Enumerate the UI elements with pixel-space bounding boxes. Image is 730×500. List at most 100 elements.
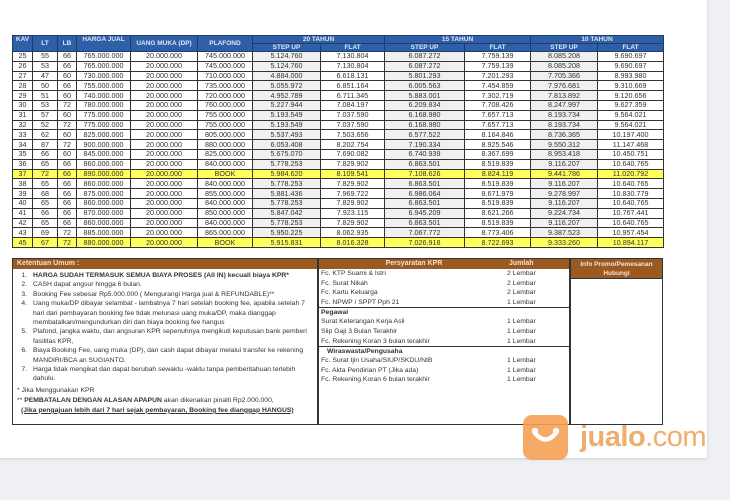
kpr-pegawai-list: Surat Keterangan Kerja Asli 1 Lembar Slip … [319, 317, 569, 346]
cell-15y-flat: 8.519.839 [464, 217, 531, 229]
cell-uang-muka: 20.000.000 [130, 99, 198, 111]
cell-plafond: BOOK [197, 168, 253, 180]
cell-20y-step-up: 5.984.620 [252, 168, 321, 180]
header-harga-jual: HARGA JUAL [76, 35, 131, 52]
kpr-qty-title: Jumlah [509, 260, 534, 267]
cell-harga-jual: 860.000.000 [76, 178, 131, 190]
cell-plafond: 755.000.000 [197, 119, 253, 131]
cell-harga-jual: 875.000.000 [76, 188, 131, 199]
cell-harga-jual: 885.000.000 [76, 227, 131, 239]
cell-uang-muka: 20.000.000 [130, 168, 198, 180]
cell-15y-step-up: 6.087.272 [384, 51, 465, 62]
cell-10y-flat: 10.767.441 [597, 207, 664, 219]
cell-20y-flat: 7.923.115 [320, 207, 385, 219]
cell-20y-step-up: 5.537.493 [252, 129, 321, 141]
kpr-item: Fc. KTP Suami & Istri 2 Lembar [319, 269, 569, 279]
cell-kav: 36 [12, 158, 33, 170]
cell-10y-flat: 11.020.792 [597, 168, 664, 180]
terms-box: Ketentuan Umum : 1. HARGA SUDAH TERMASUK … [12, 258, 318, 425]
cell-kav: 37 [12, 168, 33, 180]
note-marker: ** [17, 396, 25, 404]
cell-15y-step-up: 6.005.563 [384, 80, 465, 92]
cell-20y-flat: 7.130.804 [320, 60, 385, 72]
cell-uang-muka: 20.000.000 [130, 237, 198, 248]
header-flat: FLAT [464, 43, 531, 52]
cell-lt: 52 [32, 119, 58, 131]
cell-kav: 27 [12, 70, 33, 82]
cell-lb: 72 [57, 237, 77, 248]
cell-uang-muka: 20.000.000 [130, 80, 198, 92]
cell-15y-step-up: 6.168.980 [384, 119, 465, 131]
cell-plafond: 755.000.000 [197, 109, 253, 121]
header-15-tahun: 15 TAHUN [384, 35, 531, 44]
note-bold: PEMBATALAN DENGAN ALASAN APAPUN [24, 396, 162, 404]
cell-15y-flat: 8.519.839 [464, 197, 531, 209]
cell-lt: 66 [32, 207, 58, 219]
cell-plafond: 840.000.000 [197, 197, 253, 209]
cell-harga-jual: 845.000.000 [76, 148, 131, 160]
cell-20y-step-up: 5.675.070 [252, 148, 321, 160]
cell-plafond: 865.000.000 [197, 227, 253, 239]
table-row: 26 53 66 765.000.000 20.000.000 745.000.000 5.… [12, 60, 664, 72]
table-row: 37 72 66 890.000.000 20.000.000 BOOK 5.984.620… [12, 168, 664, 180]
cell-uang-muka: 20.000.000 [130, 158, 198, 170]
watermark-brand: jualo [580, 421, 646, 453]
cell-plafond: 710.000.000 [197, 70, 253, 82]
cell-harga-jual: 870.000.000 [76, 207, 131, 219]
cell-kav: 38 [12, 178, 33, 190]
cell-10y-flat: 8.993.980 [597, 70, 664, 82]
table-row: 40 65 66 860.000.000 20.000.000 840.000.000 5.… [12, 197, 664, 209]
table-row: 34 87 72 900.000.000 20.000.000 880.000.000 6.… [12, 139, 664, 150]
cell-kav: 43 [12, 227, 33, 239]
table-body: 25 55 66 765.000.000 20.000.000 745.000.000 5.… [12, 51, 664, 248]
cell-10y-step-up: 8.085.208 [530, 60, 598, 72]
table-row: 38 65 66 860.000.000 20.000.000 840.000.000 5.… [12, 178, 664, 190]
cell-lt: 66 [32, 148, 58, 160]
cell-20y-step-up: 6.053.408 [252, 139, 321, 150]
cell-20y-step-up: 5.778.253 [252, 217, 321, 229]
cell-kav: 32 [12, 119, 33, 131]
terms-item-number: 2. [21, 281, 27, 289]
cell-15y-flat: 7.657.713 [464, 119, 531, 131]
info-title: Info Promo/Pemesanan Hubungi [571, 259, 662, 279]
cell-lb: 72 [57, 139, 77, 150]
cell-15y-step-up: 6.740.939 [384, 148, 465, 160]
kpr-item-qty: 1 Lembar [507, 318, 536, 326]
cell-10y-flat: 10.640.765 [597, 158, 664, 170]
cell-10y-step-up: 8.085.208 [530, 51, 598, 62]
kpr-item: Surat Keterangan Kerja Asli 1 Lembar [319, 317, 569, 327]
cell-kav: 35 [12, 148, 33, 160]
cell-lt: 68 [32, 188, 58, 199]
cell-plafond: 880.000.000 [197, 139, 253, 150]
cell-10y-flat: 10.640.765 [597, 178, 664, 190]
cell-kav: 29 [12, 90, 33, 101]
cell-lb: 66 [57, 158, 77, 170]
cell-20y-flat: 8.016.328 [320, 237, 385, 248]
cell-15y-flat: 7.454.859 [464, 80, 531, 92]
cell-15y-step-up: 6.577.522 [384, 129, 465, 141]
cell-uang-muka: 20.000.000 [130, 207, 198, 219]
cell-10y-flat: 10.450.751 [597, 148, 664, 160]
kpr-item-label: Fc. Surat Nikah [321, 279, 368, 287]
cell-10y-flat: 9.690.697 [597, 51, 664, 62]
cell-20y-flat: 7.130.804 [320, 51, 385, 62]
table-row: 41 66 66 870.000.000 20.000.000 850.000.000 5.… [12, 207, 664, 219]
cell-uang-muka: 20.000.000 [130, 139, 198, 150]
cell-lt: 65 [32, 217, 58, 229]
cell-15y-flat: 7.302.719 [464, 90, 531, 101]
table-row: 43 69 72 885.000.000 20.000.000 865.000.000 5.… [12, 227, 664, 239]
cell-10y-step-up: 8.736.365 [530, 129, 598, 141]
cell-lt: 65 [32, 158, 58, 170]
note-cancellation: ** PEMBATALAN DENGAN ALASAN APAPUN akan … [13, 396, 317, 406]
terms-item-text: Plafond, jangka waktu, dan angsuran KPR … [33, 328, 307, 345]
cell-10y-flat: 10.830.779 [597, 188, 664, 199]
cell-harga-jual: 730.000.000 [76, 70, 131, 82]
terms-item-number: 4. [21, 300, 27, 308]
cell-uang-muka: 20.000.000 [130, 129, 198, 141]
cell-uang-muka: 20.000.000 [130, 227, 198, 239]
kpr-item: Fc. Kartu Keluarga 2 Lembar [319, 288, 569, 298]
header-lt: LT [32, 35, 58, 52]
note-hangus: (Jika pengajuan lebih dari 7 hari sejak … [21, 406, 294, 414]
cell-lb: 60 [57, 148, 77, 160]
terms-item: 7. Harga tidak mengikat dan dapat berubah… [17, 365, 313, 384]
